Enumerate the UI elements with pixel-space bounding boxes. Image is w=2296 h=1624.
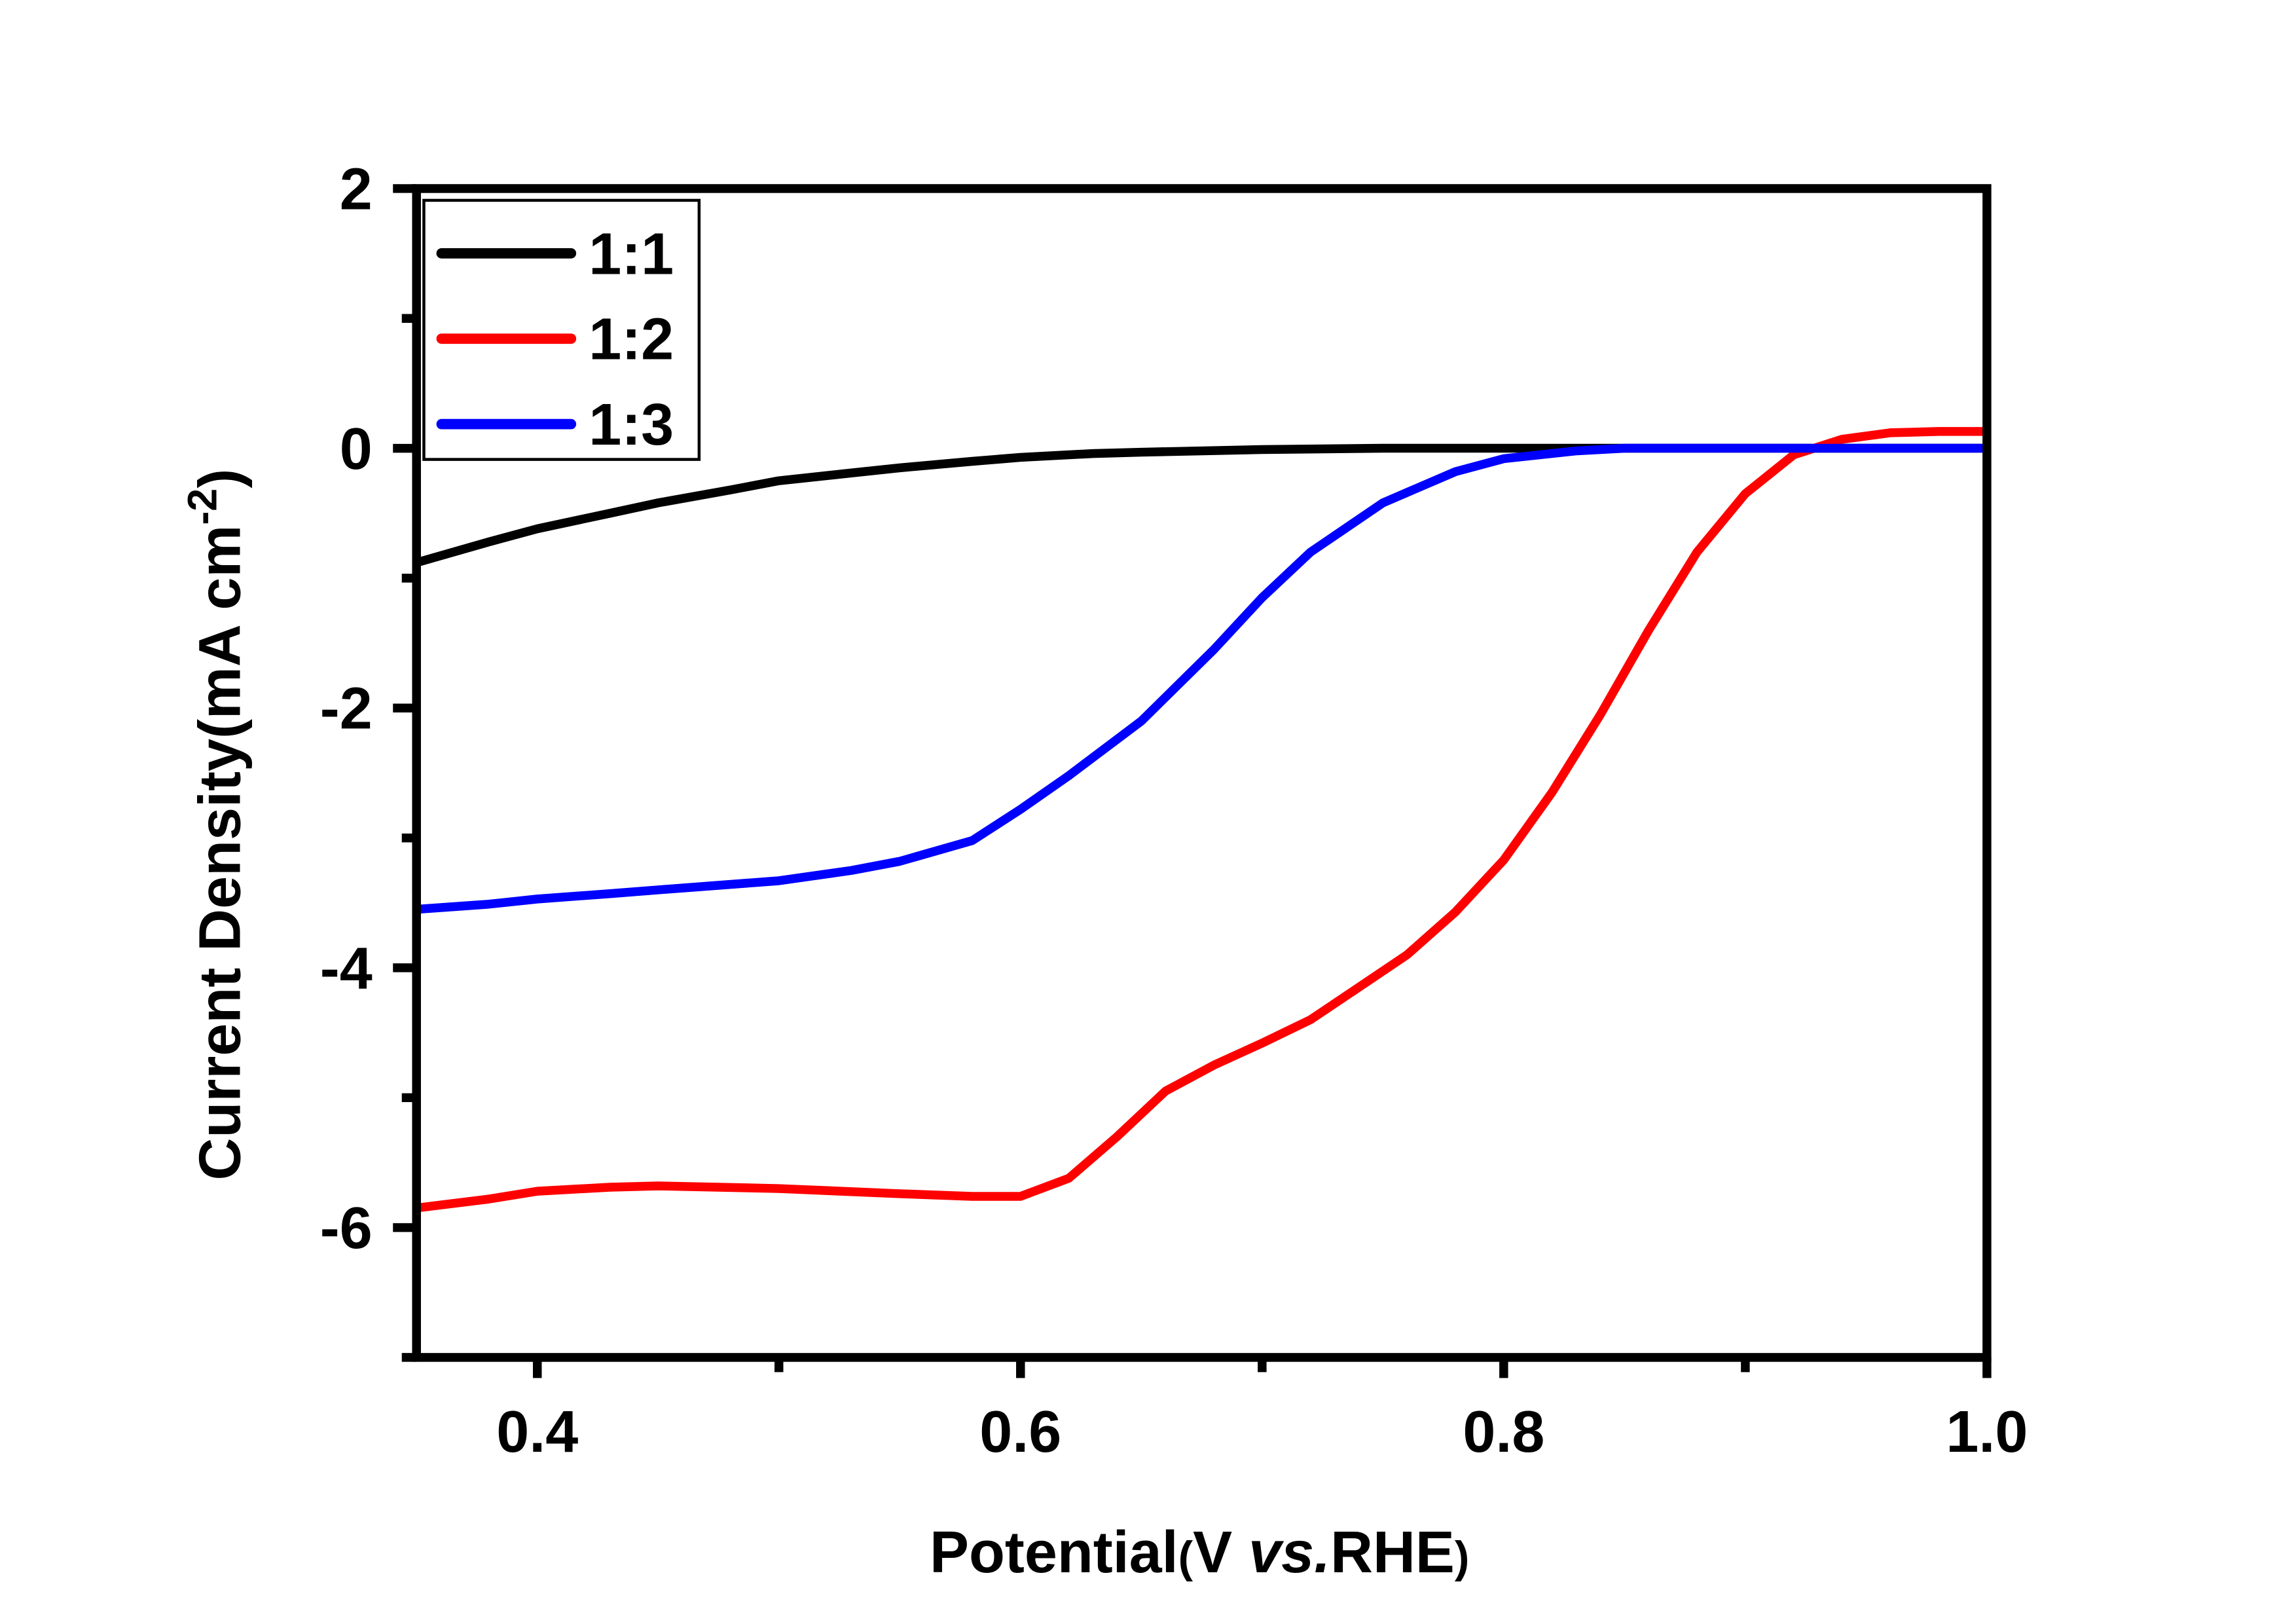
y-axis-label: Current Density(mA cm-2) bbox=[179, 469, 253, 1181]
x-tick-label: 1.0 bbox=[1946, 1399, 2028, 1465]
series-line-1-3 bbox=[416, 443, 1987, 914]
legend: 1:1 1:2 1:3 bbox=[422, 198, 701, 461]
x-axis-label: Potential(V vs.RHE) bbox=[930, 1520, 1469, 1585]
x-tick-label: 0.8 bbox=[1463, 1399, 1544, 1465]
x-tick-label: 0.4 bbox=[496, 1399, 578, 1465]
y-tick-label: -4 bbox=[320, 936, 373, 1001]
series-line-1-1 bbox=[415, 443, 1987, 567]
series-layer bbox=[415, 427, 1987, 1213]
legend-label: 1:1 bbox=[589, 221, 674, 287]
plot-frame bbox=[412, 184, 1992, 1362]
legend-box bbox=[422, 198, 701, 461]
y-tick-label: 0 bbox=[340, 416, 373, 482]
y-tick-label: -2 bbox=[320, 676, 373, 742]
ticks-layer: 0.4 0.6 0.8 1.0 2 0 -2 -4 -6 bbox=[320, 157, 2028, 1464]
x-tick-label: 0.6 bbox=[979, 1399, 1061, 1465]
series-line-1-2 bbox=[416, 427, 1987, 1213]
legend-label: 1:3 bbox=[589, 392, 674, 458]
y-tick-label: -6 bbox=[320, 1196, 373, 1261]
y-tick-label: 2 bbox=[340, 157, 373, 222]
legend-label: 1:2 bbox=[589, 307, 674, 373]
